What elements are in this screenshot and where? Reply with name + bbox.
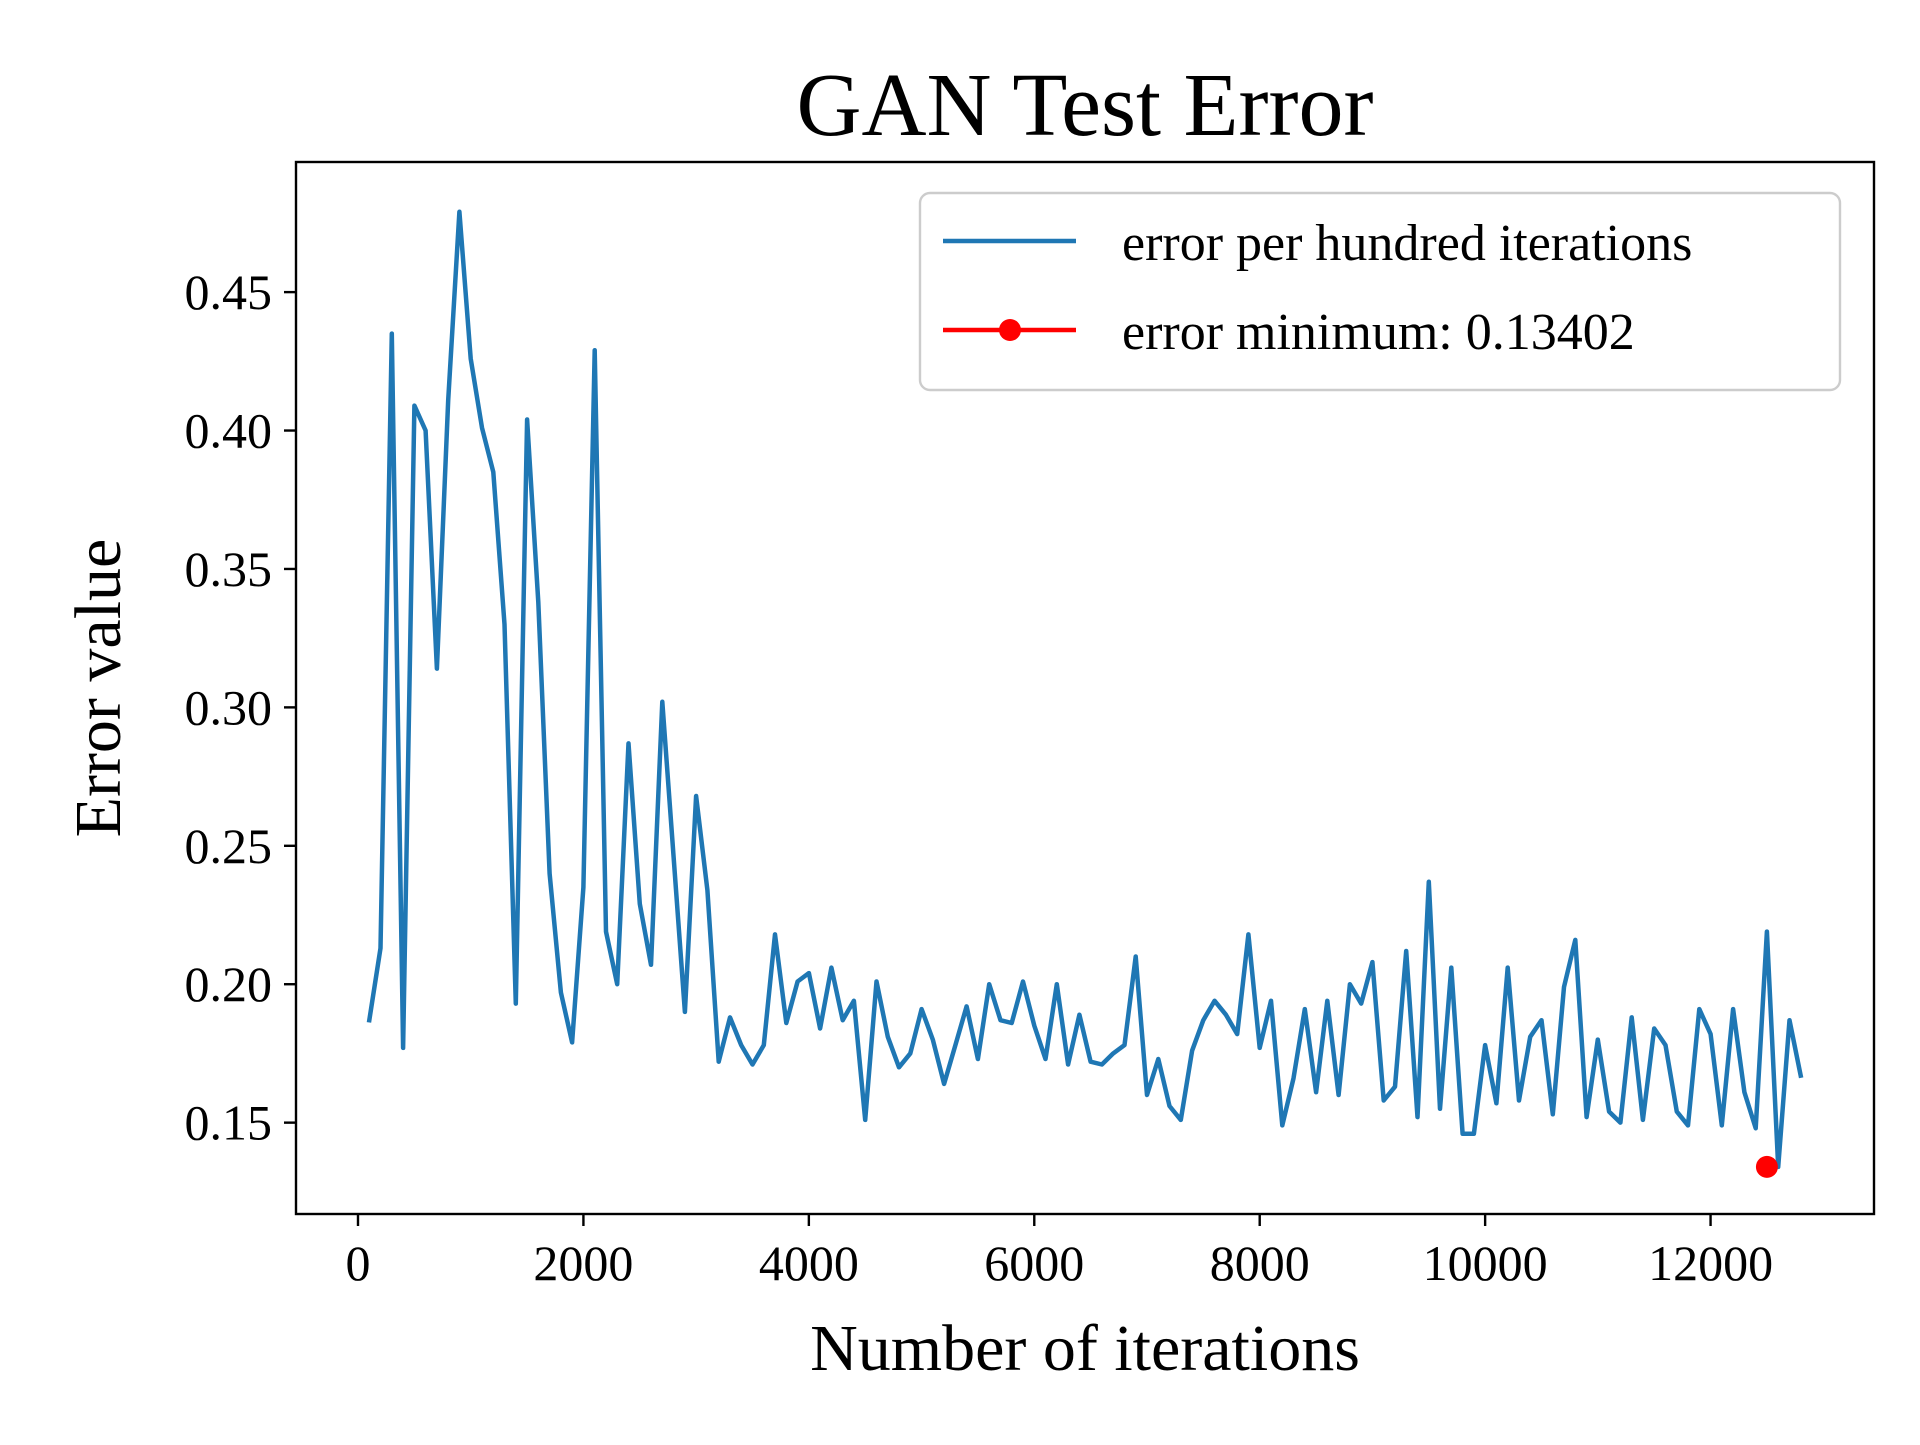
x-tick-label: 6000 bbox=[984, 1235, 1084, 1291]
y-tick-label: 0.25 bbox=[185, 818, 273, 874]
error-minimum-point bbox=[1755, 1155, 1778, 1178]
x-axis-ticks: 0 2000 4000 6000 8000 10000 12000 bbox=[345, 1214, 1773, 1291]
x-axis-label: Number of iterations bbox=[810, 1312, 1360, 1385]
y-tick-label: 0.40 bbox=[185, 403, 273, 459]
x-tick-label: 8000 bbox=[1210, 1235, 1310, 1291]
y-axis-ticks: 0.15 0.20 0.25 0.30 0.35 0.40 0.45 bbox=[185, 264, 296, 1151]
axes-frame bbox=[294, 160, 1876, 1216]
y-tick-label: 0.45 bbox=[185, 264, 273, 320]
plot-area bbox=[366, 209, 1804, 1178]
legend-box bbox=[918, 191, 1842, 392]
x-tick-label: 4000 bbox=[759, 1235, 859, 1291]
y-tick-label: 0.20 bbox=[185, 956, 273, 1012]
x-tick-label: 10000 bbox=[1423, 1235, 1548, 1291]
legend: error per hundred iterations error minim… bbox=[918, 191, 1842, 392]
legend-label-minimum: error minimum: 0.13402 bbox=[1122, 304, 1635, 361]
y-tick-label: 0.30 bbox=[185, 679, 273, 735]
y-tick-label: 0.35 bbox=[185, 541, 273, 597]
x-tick-label: 12000 bbox=[1648, 1235, 1773, 1291]
x-tick-label: 0 bbox=[345, 1235, 370, 1291]
y-axis-label: Error value bbox=[62, 539, 135, 838]
chart-title: GAN Test Error bbox=[797, 56, 1374, 155]
legend-marker-minimum bbox=[999, 319, 1021, 341]
series-line-error bbox=[366, 209, 1804, 1170]
y-tick-label: 0.15 bbox=[185, 1095, 273, 1151]
legend-label-error: error per hundred iterations bbox=[1122, 215, 1692, 272]
x-tick-label: 2000 bbox=[533, 1235, 633, 1291]
